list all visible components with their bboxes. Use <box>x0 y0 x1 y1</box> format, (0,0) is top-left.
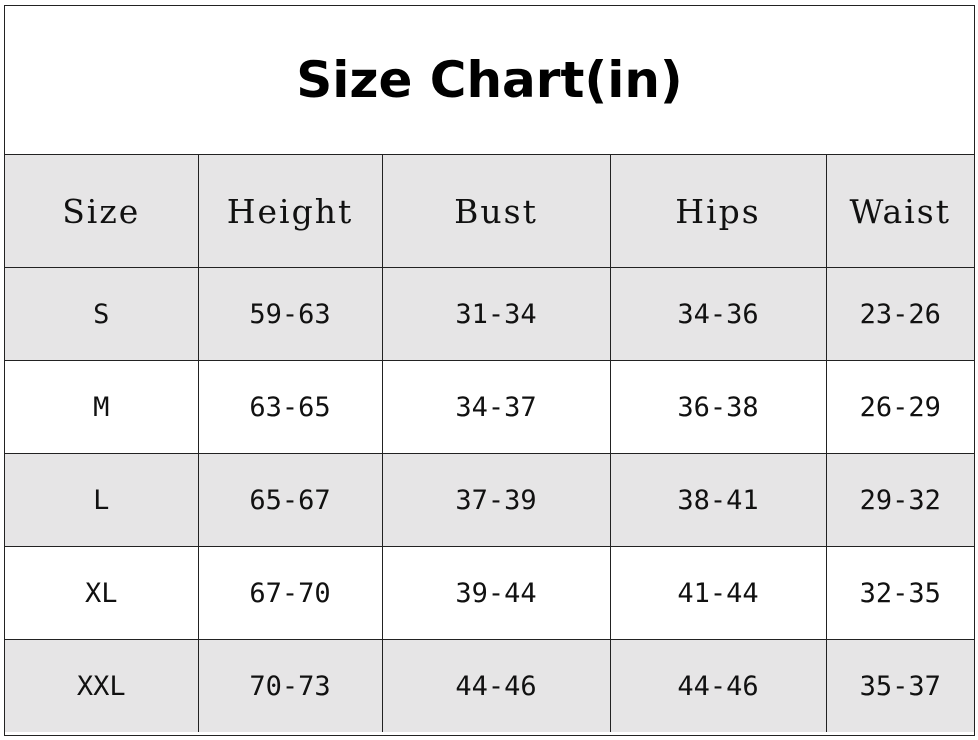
cell-height: 63-65 <box>197 360 383 454</box>
chart-title: Size Chart(in) <box>5 6 974 155</box>
cell-hips: 41-44 <box>609 546 827 640</box>
cell-hips: 34-36 <box>609 267 827 361</box>
cell-waist: 35-37 <box>825 639 974 732</box>
cell-bust: 34-37 <box>381 360 611 454</box>
cell-bust: 39-44 <box>381 546 611 640</box>
cell-bust: 37-39 <box>381 453 611 547</box>
table-row: XXL 70-73 44-46 44-46 35-37 <box>5 639 974 732</box>
table-row: L 65-67 37-39 38-41 29-32 <box>5 453 974 547</box>
table-row: M 63-65 34-37 36-38 26-29 <box>5 360 974 454</box>
header-hips: Hips <box>609 155 827 268</box>
header-bust: Bust <box>381 155 611 268</box>
size-table: Size Height Bust Hips Waist S 59-63 31-34 3… <box>5 155 974 732</box>
table-row: XL 67-70 39-44 41-44 32-35 <box>5 546 974 640</box>
cell-size: XXL <box>5 639 199 732</box>
cell-waist: 23-26 <box>825 267 974 361</box>
cell-size: M <box>5 360 199 454</box>
cell-height: 67-70 <box>197 546 383 640</box>
cell-waist: 32-35 <box>825 546 974 640</box>
cell-height: 70-73 <box>197 639 383 732</box>
cell-waist: 26-29 <box>825 360 974 454</box>
cell-size: L <box>5 453 199 547</box>
cell-height: 59-63 <box>197 267 383 361</box>
cell-bust: 44-46 <box>381 639 611 732</box>
table-row: S 59-63 31-34 34-36 23-26 <box>5 267 974 361</box>
cell-size: XL <box>5 546 199 640</box>
cell-hips: 38-41 <box>609 453 827 547</box>
header-waist: Waist <box>825 155 974 268</box>
header-row: Size Height Bust Hips Waist <box>5 155 974 268</box>
size-chart: Size Chart(in) Size Height Bust Hips Wai… <box>4 5 975 736</box>
cell-waist: 29-32 <box>825 453 974 547</box>
cell-height: 65-67 <box>197 453 383 547</box>
cell-hips: 36-38 <box>609 360 827 454</box>
cell-bust: 31-34 <box>381 267 611 361</box>
header-size: Size <box>5 155 199 268</box>
cell-size: S <box>5 267 199 361</box>
header-height: Height <box>197 155 383 268</box>
cell-hips: 44-46 <box>609 639 827 732</box>
